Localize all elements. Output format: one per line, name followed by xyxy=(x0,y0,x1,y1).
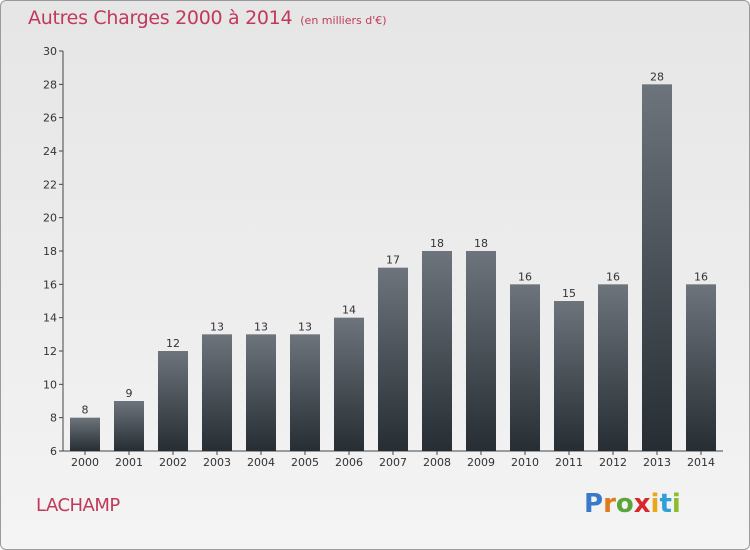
y-tick-label: 16 xyxy=(43,278,57,291)
bar-value-label: 13 xyxy=(254,320,268,333)
bar-value-label: 16 xyxy=(606,270,620,283)
bar xyxy=(554,301,584,451)
bar xyxy=(510,284,540,451)
bar xyxy=(686,284,716,451)
y-tick-label: 30 xyxy=(43,45,57,58)
x-tick-label: 2007 xyxy=(379,456,407,469)
logo-letter: r xyxy=(603,489,616,519)
chart-bars xyxy=(70,84,716,451)
bar xyxy=(378,267,408,451)
y-tick-label: 6 xyxy=(50,445,57,458)
bar xyxy=(334,317,364,451)
x-tick-label: 2004 xyxy=(247,456,275,469)
chart-title: Autres Charges 2000 à 2014 (en milliers d… xyxy=(28,7,387,29)
bar-value-label: 12 xyxy=(166,337,180,350)
bar-value-label: 14 xyxy=(342,304,356,317)
x-tick-label: 2000 xyxy=(71,456,99,469)
logo-letter: i xyxy=(650,489,660,519)
bar xyxy=(246,334,276,451)
x-tick-label: 2014 xyxy=(687,456,715,469)
y-tick-label: 28 xyxy=(43,78,57,91)
bar-value-label: 28 xyxy=(650,70,664,83)
bar xyxy=(466,251,496,451)
bar-value-label: 16 xyxy=(694,270,708,283)
chart-title-main: Autres Charges 2000 à 2014 xyxy=(28,7,293,29)
y-tick-label: 20 xyxy=(43,212,57,225)
bar-value-label: 13 xyxy=(298,320,312,333)
bar-value-label: 18 xyxy=(430,237,444,250)
y-tick-label: 8 xyxy=(50,412,57,425)
bar-value-label: 9 xyxy=(126,387,133,400)
commune-name: LACHAMP xyxy=(36,495,120,516)
x-tick-label: 2006 xyxy=(335,456,363,469)
bar xyxy=(642,84,672,451)
bar-value-label: 17 xyxy=(386,254,400,267)
x-tick-label: 2013 xyxy=(643,456,671,469)
bar xyxy=(70,417,100,451)
logo-letter: i xyxy=(671,489,681,519)
chart-title-unit: (en milliers d'€) xyxy=(300,14,387,27)
chart-data-labels: 8 9 12 13 13 13 14 17 18 18 16 15 16 28 16 xyxy=(82,70,709,416)
x-tick-label: 2003 xyxy=(203,456,231,469)
y-tick-label: 14 xyxy=(43,312,57,325)
bar-value-label: 13 xyxy=(210,320,224,333)
y-tick-label: 12 xyxy=(43,345,57,358)
y-tick-label: 18 xyxy=(43,245,57,258)
y-tick-label: 26 xyxy=(43,112,57,125)
logo-letter: o xyxy=(615,489,634,519)
logo-letter: P xyxy=(584,489,604,519)
bar xyxy=(422,251,452,451)
x-tick-label: 2011 xyxy=(555,456,583,469)
x-tick-label: 2010 xyxy=(511,456,539,469)
bar xyxy=(158,351,188,451)
x-tick-label: 2002 xyxy=(159,456,187,469)
proxiti-logo[interactable]: Proxiti xyxy=(584,489,681,519)
bar-value-label: 16 xyxy=(518,270,532,283)
bar-value-label: 18 xyxy=(474,237,488,250)
y-tick-label: 24 xyxy=(43,145,57,158)
x-tick-label: 2008 xyxy=(423,456,451,469)
x-tick-label: 2012 xyxy=(599,456,627,469)
bar-value-label: 15 xyxy=(562,287,576,300)
bar-value-label: 8 xyxy=(82,404,89,417)
logo-letter: x xyxy=(633,489,651,519)
y-tick-label: 10 xyxy=(43,378,57,391)
logo-letter: t xyxy=(659,489,672,519)
bar xyxy=(202,334,232,451)
x-tick-label: 2001 xyxy=(115,456,143,469)
y-tick-label: 22 xyxy=(43,178,57,191)
bar xyxy=(598,284,628,451)
x-tick-label: 2009 xyxy=(467,456,495,469)
x-tick-label: 2005 xyxy=(291,456,319,469)
bar xyxy=(114,401,144,451)
bar xyxy=(290,334,320,451)
